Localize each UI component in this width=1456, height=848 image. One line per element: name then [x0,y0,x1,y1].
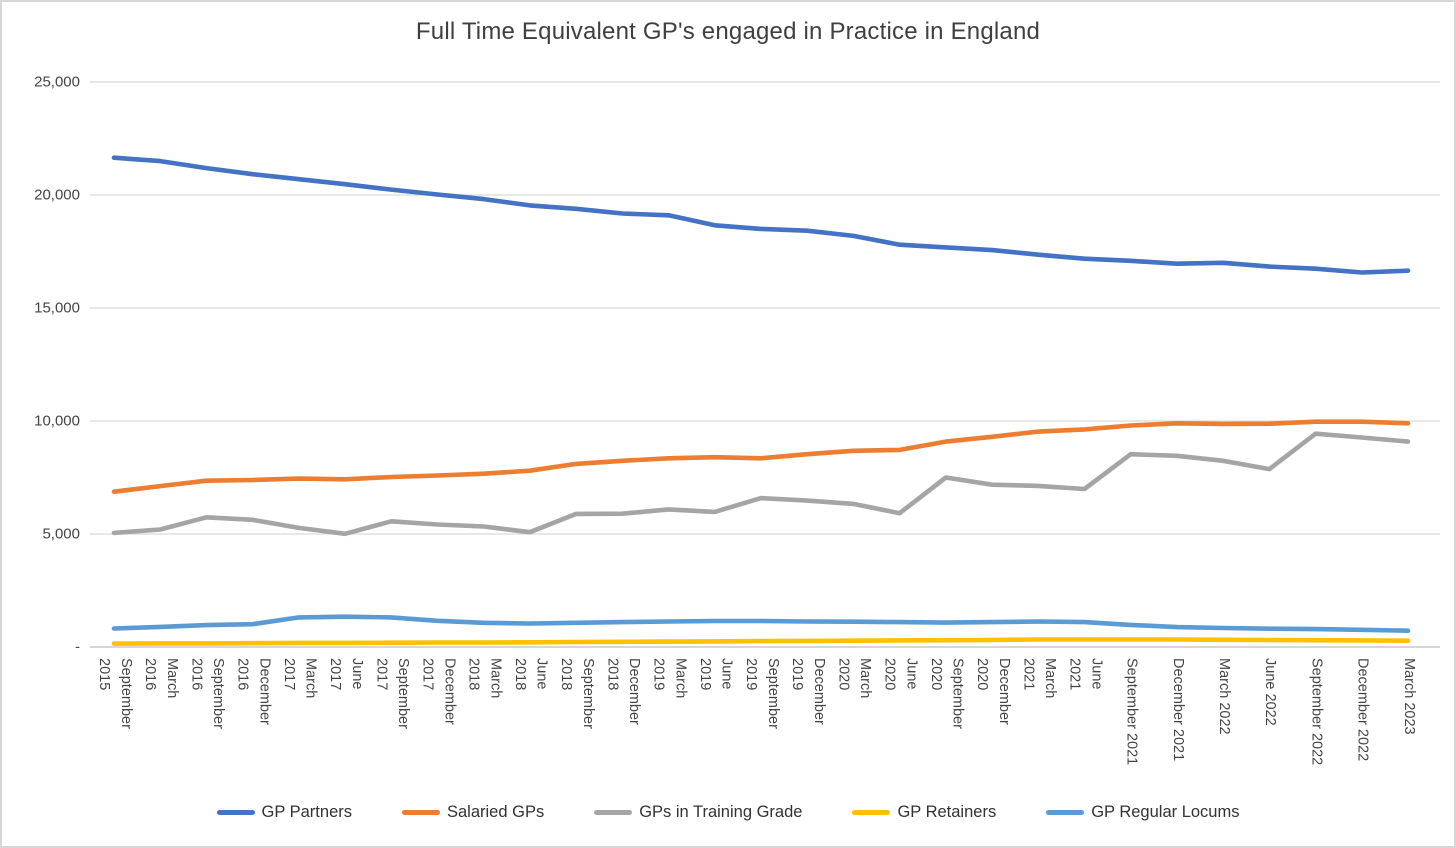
x-axis-tick-label: September 2022 [1308,658,1325,766]
y-axis-tick-label: 15,000 [34,299,80,317]
series-line-gp-regular-locums [111,614,1411,634]
legend-item-gp-retainers: GP Retainers [852,803,996,822]
legend-swatch [401,810,440,815]
x-axis-tick-label: December 2021 [1169,658,1186,762]
y-axis-tick-label: 5,000 [42,525,80,543]
x-axis-tick-label: March 2022 [1216,658,1233,735]
x-axis-tick-label: September 2019 [743,658,781,729]
series-line-salaried-gps [111,419,1411,495]
legend-swatch [852,810,891,815]
x-axis-tick-label: September 2015 [96,658,134,729]
x-axis-tick-label: March 2016 [142,658,180,699]
chart-title: Full Time Equivalent GP's engaged in Pra… [415,18,1041,45]
x-axis-tick-label: December 2018 [604,658,643,725]
x-axis-tick-label: March 2019 [650,658,689,699]
x-axis-tick-label: March 2018 [465,658,504,699]
x-axis-tick-label: June 2017 [327,658,365,691]
x-axis-tick-label: June 2021 [1066,658,1105,691]
x-axis-tick-label: June 2022 [1262,658,1279,726]
legend-swatch [1046,810,1085,815]
legend-item-gps-in-training-grade: GPs in Training Grade [594,803,802,822]
legend-label: Salaried GPs [446,803,545,821]
x-axis-tick-label: September 2017 [373,658,412,729]
legend-label: GP Regular Locums [1091,803,1240,821]
x-axis-tick-label: June 2020 [881,658,920,691]
x-axis-tick-label: March 2021 [1020,658,1059,699]
y-axis-tick-label: 25,000 [34,73,80,91]
legend-label: GPs in Training Grade [639,803,803,821]
x-axis-tick-label: September 2020 [927,658,966,729]
x-axis-tick-label: March 2017 [280,658,319,699]
x-axis-tick-label: June 2018 [511,658,550,691]
series-line-gp-partners [111,155,1411,275]
x-axis-tick-label: September 2016 [188,658,227,729]
legend-label: GP Retainers [897,803,997,821]
y-axis-tick-label: 20,000 [34,186,80,204]
legend-item-salaried-gps: Salaried GPs [401,803,545,822]
legend-swatch [594,810,633,815]
x-axis-tick-label: September 2021 [1123,658,1140,766]
series-line-gp-retainers [111,637,1411,646]
legend-item-gp-regular-locums: GP Regular Locums [1046,803,1239,822]
x-axis-tick-label: December 2022 [1354,658,1371,762]
x-axis-tick-label: December 2016 [234,658,273,725]
x-axis-tick-label: December 2019 [789,658,827,725]
y-axis-tick-label: 10,000 [34,412,80,430]
legend-item-gp-partners: GP Partners [216,803,352,822]
x-axis-tick-label: December 2020 [974,658,1012,725]
legend-swatch [216,810,255,815]
legend: GP Partners Salaried GPs GPs in Training G… [2,803,1454,822]
legend-label: GP Partners [261,803,352,821]
series-line-gps-in-training-grade [111,431,1411,537]
x-axis-tick-label: March 2020 [835,658,874,699]
y-axis-tick-label: - [75,638,80,656]
x-axis-tick-label: June 2019 [696,658,735,691]
x-axis-tick-label: September 2018 [558,658,596,729]
x-axis-tick-label: March 2023 [1400,658,1417,735]
x-axis-tick-label: December 2017 [419,658,458,725]
